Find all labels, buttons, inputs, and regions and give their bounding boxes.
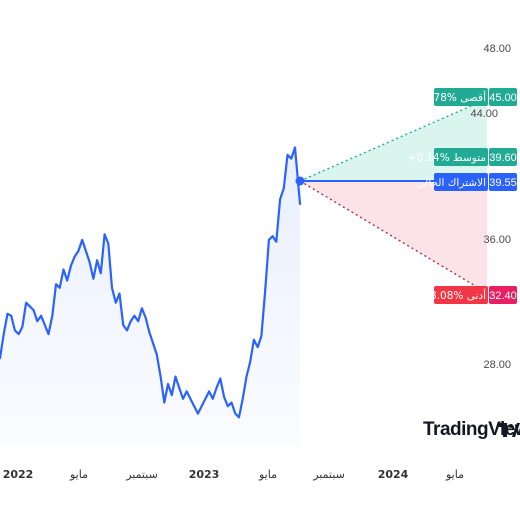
forecast-average-label: +0.14% متوسط	[408, 152, 486, 164]
x-tick-may-2023: مايو	[258, 468, 277, 481]
price-line	[0, 146, 302, 419]
tradingview-logo: TradingView	[423, 419, 520, 440]
y-tick-48: 48.00	[483, 43, 511, 55]
x-tick-sep-2022: سبتمبر	[125, 468, 158, 481]
x-tick-2023: 2023	[189, 468, 220, 481]
forecast-high-line	[299, 98, 488, 182]
forecast-low-tag: -18.08% أدنى 32.40	[420, 286, 517, 304]
x-tick-may-2022: مايو	[69, 468, 88, 481]
forecast-low-label: -18.08% أدنى	[420, 288, 487, 302]
y-tick-44: 44.00	[470, 108, 498, 120]
x-tick-sep-2023: سبتمبر	[312, 468, 345, 481]
forecast-low-price: 32.40	[489, 290, 517, 302]
forecast-average-tag: +0.14% متوسط 39.60	[408, 148, 517, 166]
forecast-high-tag: +13.78% أقصى 45.00	[408, 88, 517, 106]
forecast-high-price: 45.00	[489, 92, 517, 104]
forecast-average-price: 39.60	[489, 152, 517, 164]
forecast-high-label: +13.78% أقصى	[408, 90, 486, 104]
y-tick-36: 36.00	[483, 234, 511, 246]
y-tick-28: 28.00	[483, 359, 511, 371]
price-area-fill	[0, 147, 300, 445]
current-price-marker	[295, 176, 305, 186]
forecast-current-tag: الاشتراك الحالي 39.55	[416, 173, 517, 191]
tradingview-logo-icon	[499, 423, 520, 437]
logo-wordmark: TradingView	[423, 419, 520, 440]
forecast-current-label: الاشتراك الحالي	[416, 177, 486, 189]
forecast-lower-zone	[300, 181, 487, 293]
x-tick-2022: 2022	[3, 468, 34, 481]
x-tick-2024: 2024	[378, 468, 409, 481]
forecast-current-price: 39.55	[489, 177, 517, 189]
x-tick-may-2024: مايو	[445, 468, 464, 481]
forecast-low-line	[299, 180, 488, 294]
